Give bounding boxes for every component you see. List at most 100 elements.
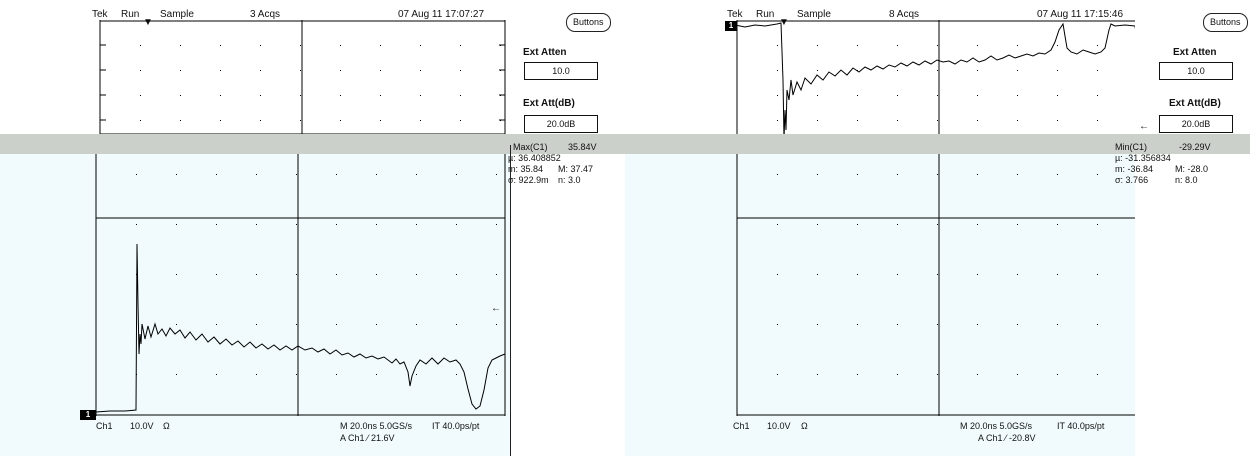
- graticule-dot: [977, 70, 978, 71]
- graticule-dot: [416, 374, 417, 375]
- graticule-dot: [777, 70, 778, 71]
- graticule-dot: [260, 95, 261, 96]
- graticule-dot: [897, 324, 898, 325]
- graticule-dot: [1057, 120, 1058, 121]
- graticule-dot: [977, 224, 978, 225]
- meas-title-value: 35.84V: [568, 142, 597, 152]
- ext-att-db-label: Ext Att(dB): [1169, 98, 1221, 109]
- graticule-dot: [1097, 95, 1098, 96]
- graticule-dot: [977, 374, 978, 375]
- graticule-dot: [777, 324, 778, 325]
- ext-atten-label: Ext Atten: [523, 47, 567, 58]
- acq-mode: Sample: [797, 9, 831, 20]
- trigger-position-icon: ▼: [143, 17, 153, 28]
- graticule-dot: [977, 174, 978, 175]
- graticule-dot: [1017, 224, 1018, 225]
- graticule-dot: [256, 224, 257, 225]
- overlay-band: [0, 134, 1250, 154]
- graticule-dot: [817, 70, 818, 71]
- ext-att-db-field[interactable]: 20.0dB: [1159, 115, 1233, 133]
- graticule-dot: [380, 70, 381, 71]
- graticule-dot: [296, 224, 297, 225]
- ext-att-db-field[interactable]: 20.0dB: [524, 115, 598, 133]
- graticule-dot: [140, 45, 141, 46]
- buttons-button[interactable]: Buttons: [1203, 13, 1248, 32]
- graticule-dot: [336, 174, 337, 175]
- graticule-dot: [180, 120, 181, 121]
- graticule-dot: [376, 174, 377, 175]
- graticule-dot: [897, 274, 898, 275]
- ext-atten-field[interactable]: 10.0: [524, 62, 598, 80]
- graticule-dot: [496, 374, 497, 375]
- graticule-dot: [376, 374, 377, 375]
- graticule-dot: [857, 324, 858, 325]
- graticule-dot: [817, 324, 818, 325]
- meas-min: m: 35.84: [508, 164, 544, 174]
- meas-title: Min(C1): [1115, 142, 1148, 152]
- graticule-dot: [777, 174, 778, 175]
- graticule-dot: [296, 274, 297, 275]
- graticule-dot: [256, 274, 257, 275]
- graticule-dot: [817, 95, 818, 96]
- graticule-dot: [857, 45, 858, 46]
- graticule-dot: [857, 374, 858, 375]
- graticule-dot: [1057, 274, 1058, 275]
- waveform-trace: [724, 22, 1135, 134]
- graticule-dot: [340, 70, 341, 71]
- graticule-dot: [416, 174, 417, 175]
- graticule-dot: [300, 70, 301, 71]
- graticule-dot: [176, 324, 177, 325]
- graticule-dot: [500, 95, 501, 96]
- graticule-dot: [937, 224, 938, 225]
- graticule-dot: [256, 374, 257, 375]
- run-status: Run: [121, 9, 140, 20]
- graticule-dot: [817, 174, 818, 175]
- graticule-dot: [977, 274, 978, 275]
- lower-graticule: [95, 154, 506, 416]
- graticule-dot: [937, 70, 938, 71]
- graticule-dot: [937, 45, 938, 46]
- measurement-panel: Min(C1) -29.29V µ: -31.356834 m: -36.84 …: [1115, 142, 1245, 198]
- graticule-dot: [176, 274, 177, 275]
- graticule-dot: [460, 70, 461, 71]
- graticule-dot: [1097, 70, 1098, 71]
- graticule-dot: [1097, 374, 1098, 375]
- graticule-dot: [180, 95, 181, 96]
- run-status: Run: [756, 9, 775, 20]
- graticule-dot: [1097, 224, 1098, 225]
- graticule-dot: [256, 174, 257, 175]
- brand-label: Tek: [92, 9, 108, 20]
- graticule-dot: [777, 45, 778, 46]
- graticule-dot: [1017, 120, 1018, 121]
- graticule-dot: [897, 120, 898, 121]
- graticule-dot: [216, 224, 217, 225]
- graticule-dot: [1017, 70, 1018, 71]
- graticule-dot: [216, 174, 217, 175]
- graticule-dot: [1057, 374, 1058, 375]
- graticule-dot: [496, 174, 497, 175]
- graticule-dot: [380, 95, 381, 96]
- graticule-dot: [416, 324, 417, 325]
- meas-count: n: 8.0: [1175, 175, 1198, 185]
- graticule-dot: [897, 224, 898, 225]
- graticule-dot: [340, 120, 341, 121]
- buttons-button[interactable]: Buttons: [566, 13, 611, 32]
- lower-screen-background: [0, 154, 510, 456]
- graticule-dot: [977, 120, 978, 121]
- coupling-omega: Ω: [163, 421, 170, 431]
- graticule-dot: [220, 45, 221, 46]
- graticule-dot: [260, 45, 261, 46]
- graticule-dot: [340, 95, 341, 96]
- coupling-omega: Ω: [801, 421, 808, 431]
- graticule-dot: [216, 274, 217, 275]
- graticule-dot: [336, 224, 337, 225]
- graticule-dot: [140, 120, 141, 121]
- graticule-dot: [937, 374, 938, 375]
- graticule-dot: [140, 95, 141, 96]
- graticule-dot: [300, 120, 301, 121]
- graticule-dot: [336, 274, 337, 275]
- graticule-dot: [336, 324, 337, 325]
- graticule-dot: [180, 70, 181, 71]
- ext-atten-field[interactable]: 10.0: [1159, 62, 1233, 80]
- meas-sigma: σ: 922.9m: [508, 175, 549, 185]
